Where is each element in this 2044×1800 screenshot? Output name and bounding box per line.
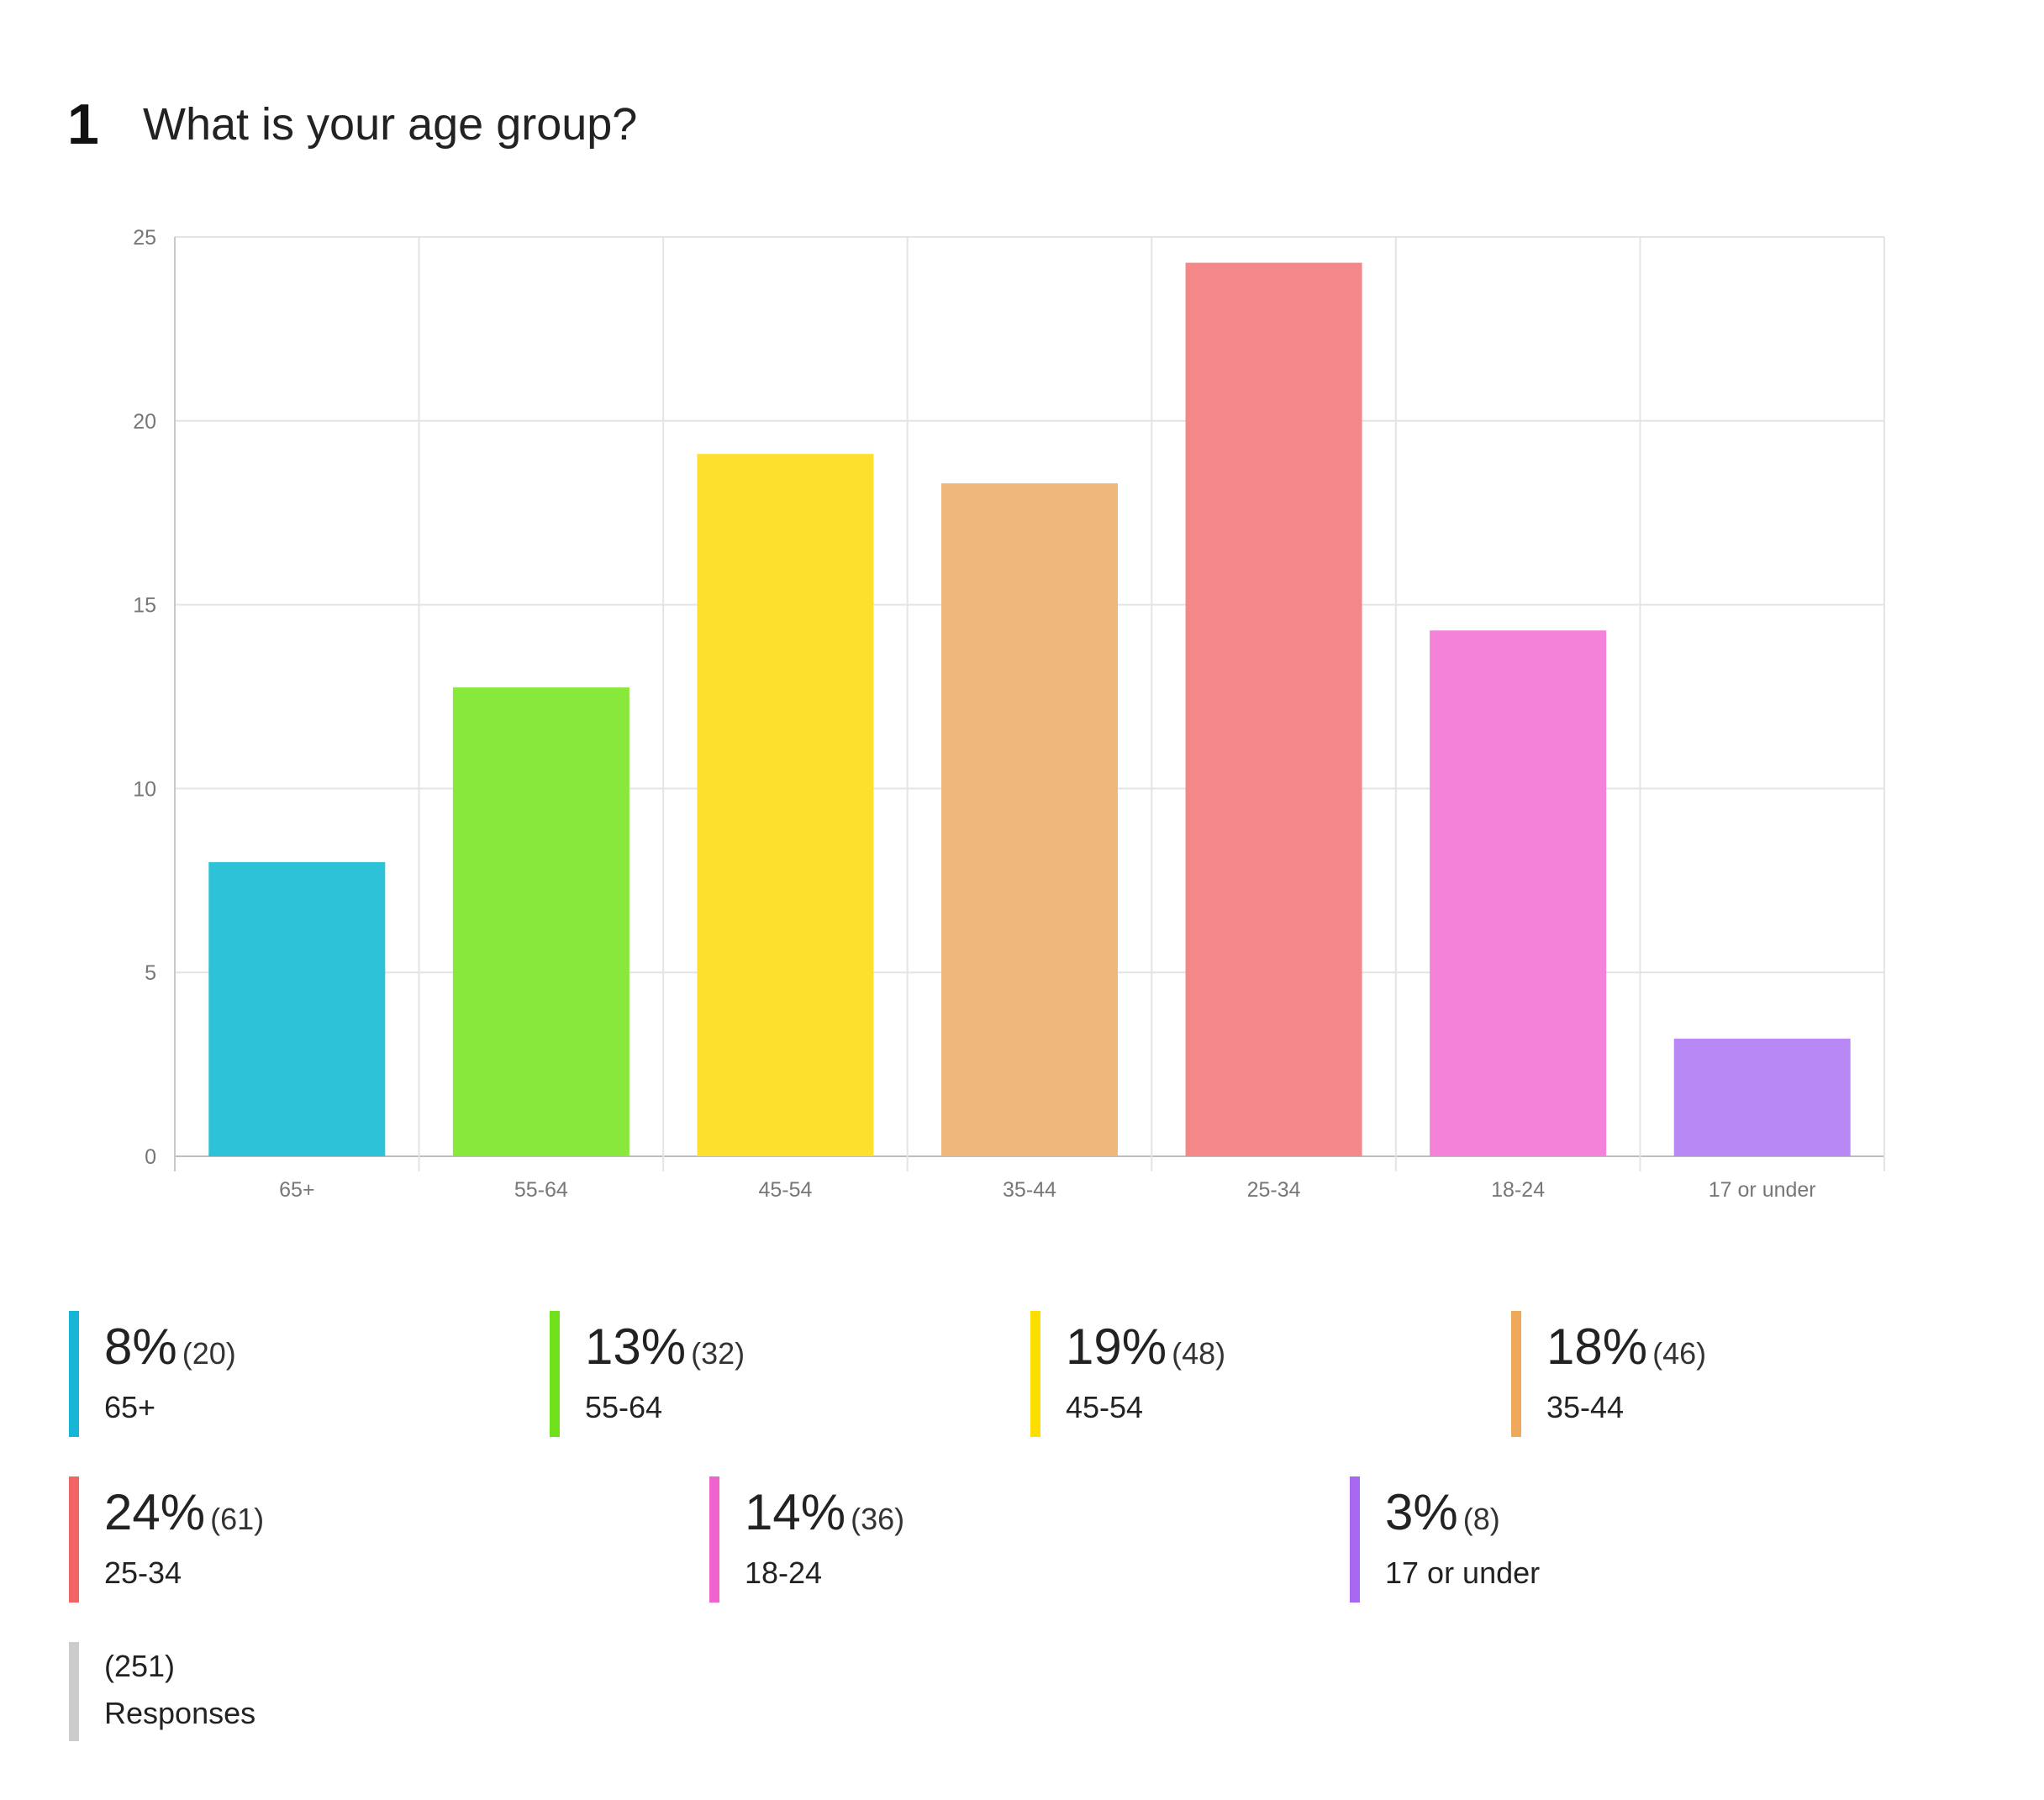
y-tick-label: 25	[133, 226, 156, 250]
question-title: What is your age group?	[143, 99, 638, 150]
x-tick-label: 55-64	[514, 1178, 568, 1202]
bar-chart: 0 5 10 15 20 25 65+ 55-64 45-54 35-44 25-34 18-24 17…	[133, 226, 1885, 1202]
legend-label: 65+	[104, 1390, 156, 1424]
legend-label: 45-54	[1066, 1390, 1144, 1424]
y-tick-label: 15	[133, 594, 156, 618]
legend-count: (8)	[1462, 1502, 1500, 1536]
legend-swatch	[550, 1311, 560, 1437]
y-tick-label: 20	[133, 410, 156, 434]
legend-percent: 3%	[1385, 1484, 1458, 1540]
legend-swatch	[1511, 1311, 1521, 1437]
responses-label: Responses	[104, 1696, 256, 1730]
legend-percent: 8%	[104, 1318, 177, 1375]
x-tick-label: 45-54	[758, 1178, 812, 1202]
legend-percent: 18%	[1546, 1318, 1648, 1375]
legend-count: (46)	[1652, 1336, 1707, 1371]
chart-axes: 0 5 10 15 20 25 65+ 55-64 45-54 35-44 25-34 18-24 17…	[133, 226, 1815, 1202]
x-tick-label: 25-34	[1247, 1178, 1301, 1202]
legend-percent: 13%	[585, 1318, 687, 1375]
legend-label: 55-64	[585, 1390, 663, 1424]
legend-swatch	[69, 1311, 79, 1437]
x-tick-label: 18-24	[1491, 1178, 1545, 1202]
legend-swatch	[1350, 1476, 1360, 1603]
legend-count: (32)	[691, 1336, 745, 1371]
chart-bars	[208, 262, 1851, 1157]
legend-percent: 24%	[104, 1484, 206, 1540]
bar-18-24	[1430, 630, 1607, 1156]
x-tick-label: 17 or under	[1709, 1178, 1816, 1202]
legend-count: (36)	[851, 1502, 905, 1536]
legend-swatch	[1030, 1311, 1040, 1437]
legend-swatch	[69, 1476, 79, 1603]
y-tick-label: 5	[145, 961, 156, 985]
chart-grid	[174, 236, 1885, 1171]
legend-swatch	[709, 1476, 719, 1603]
question-number: 1	[67, 92, 99, 156]
legend-label: 17 or under	[1385, 1555, 1541, 1590]
x-tick-label: 35-44	[1003, 1178, 1056, 1202]
bar-25-34	[1185, 262, 1362, 1157]
legend-count: (61)	[210, 1502, 265, 1536]
y-tick-label: 0	[145, 1145, 156, 1169]
bar-17-or-under	[1673, 1038, 1851, 1156]
legend-percent: 19%	[1066, 1318, 1167, 1375]
legend-count: (48)	[1172, 1336, 1226, 1371]
legend-label: 35-44	[1546, 1390, 1625, 1424]
bar-65-	[208, 861, 386, 1156]
legend-percent: 14%	[745, 1484, 846, 1540]
legend-label: 25-34	[104, 1555, 182, 1590]
y-tick-label: 10	[133, 777, 156, 801]
responses-count: (251)	[104, 1649, 176, 1683]
legend-label: 18-24	[745, 1555, 823, 1590]
bar-45-54	[697, 454, 874, 1156]
legend-count: (20)	[182, 1336, 236, 1371]
bar-55-64	[452, 687, 630, 1156]
x-tick-label: 65+	[279, 1178, 314, 1202]
bar-35-44	[941, 483, 1118, 1156]
responses-swatch	[69, 1642, 79, 1741]
